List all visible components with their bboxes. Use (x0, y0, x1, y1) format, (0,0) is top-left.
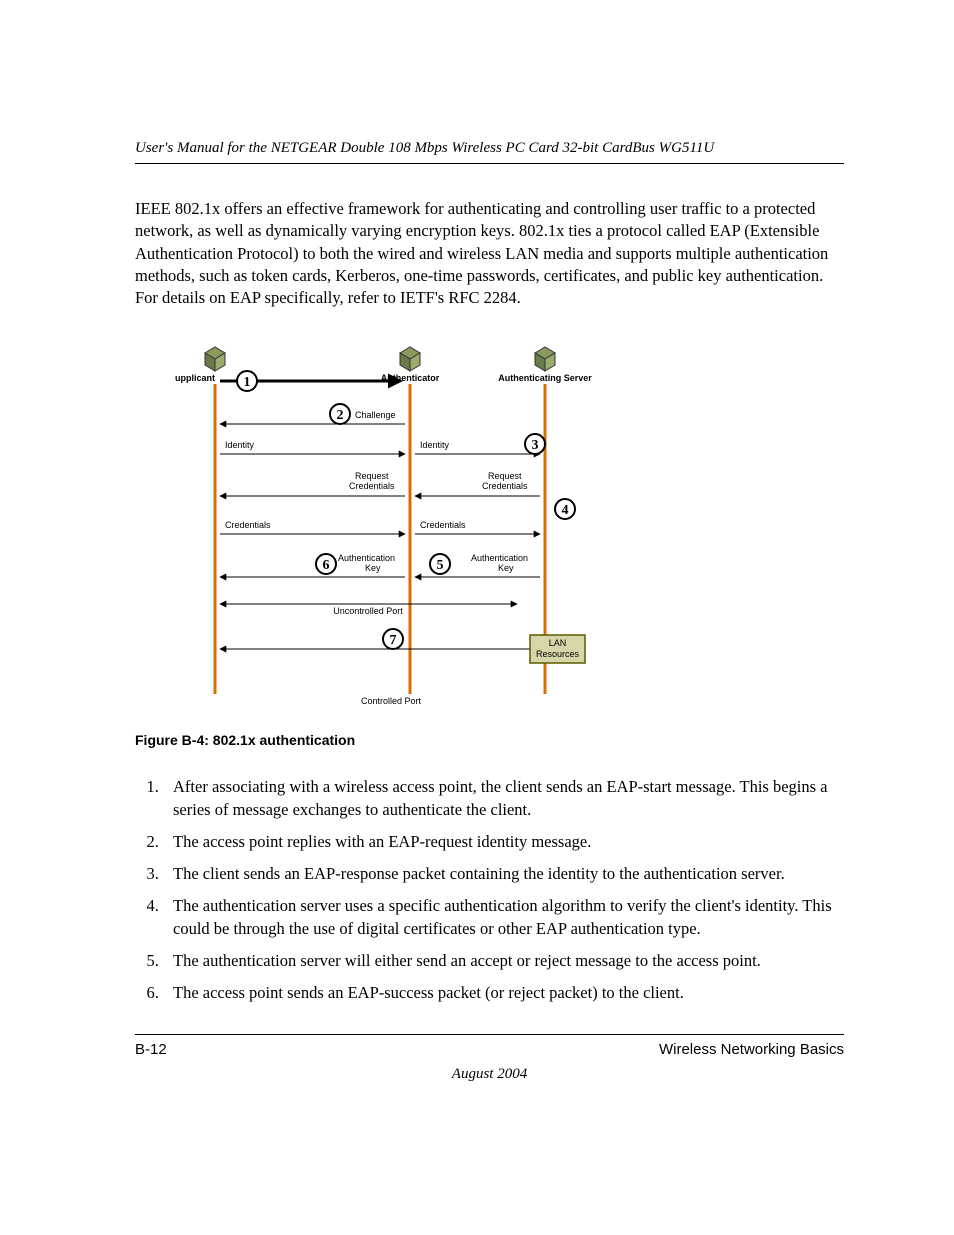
svg-text:Credentials: Credentials (225, 520, 271, 530)
list-item: After associating with a wireless access… (163, 776, 844, 821)
list-item: The access point sends an EAP-success pa… (163, 982, 844, 1004)
svg-text:6: 6 (323, 558, 330, 573)
svg-text:Credentials: Credentials (420, 520, 466, 530)
list-item: The access point replies with an EAP-req… (163, 831, 844, 853)
svg-text:Resources: Resources (536, 649, 580, 659)
svg-text:LAN: LAN (549, 638, 567, 648)
svg-text:Authentication: Authentication (471, 553, 528, 563)
svg-text:Key: Key (365, 563, 381, 573)
svg-text:Request: Request (355, 471, 389, 481)
svg-text:Credentials: Credentials (482, 481, 528, 491)
page-footer: B-12 Wireless Networking Basics (135, 1034, 844, 1058)
svg-text:5: 5 (437, 558, 444, 573)
svg-text:2: 2 (337, 408, 344, 423)
svg-text:Authenticating Server: Authenticating Server (498, 373, 592, 383)
list-item: The authentication server will either se… (163, 950, 844, 972)
auth-sequence-diagram: SupplicantAuthenticatorAuthenticating Se… (175, 339, 615, 709)
list-item: The client sends an EAP-response packet … (163, 863, 844, 885)
svg-text:Key: Key (498, 563, 514, 573)
svg-text:Challenge: Challenge (355, 410, 396, 420)
document-page: User's Manual for the NETGEAR Double 108… (0, 0, 954, 1143)
svg-text:Request: Request (488, 471, 522, 481)
footer-page-number: B-12 (135, 1041, 167, 1058)
list-item: The authentication server uses a specifi… (163, 895, 844, 940)
svg-text:Supplicant: Supplicant (175, 373, 215, 383)
svg-text:1: 1 (244, 375, 251, 390)
svg-text:Credentials: Credentials (349, 481, 395, 491)
svg-text:Identity: Identity (420, 440, 450, 450)
svg-text:Identity: Identity (225, 440, 255, 450)
footer-section-title: Wireless Networking Basics (659, 1041, 844, 1058)
intro-paragraph: IEEE 802.1x offers an effective framewor… (135, 198, 844, 309)
running-header: User's Manual for the NETGEAR Double 108… (135, 140, 844, 164)
svg-text:Controlled Port: Controlled Port (361, 696, 422, 706)
svg-text:4: 4 (562, 503, 569, 518)
svg-text:3: 3 (532, 438, 539, 453)
figure-caption: Figure B-4: 802.1x authentication (135, 732, 844, 748)
figure-diagram: SupplicantAuthenticatorAuthenticating Se… (175, 339, 844, 714)
svg-text:Authentication: Authentication (338, 553, 395, 563)
steps-list: After associating with a wireless access… (135, 776, 844, 1004)
svg-text:7: 7 (390, 633, 397, 648)
footer-date: August 2004 (135, 1066, 844, 1083)
svg-text:Uncontrolled Port: Uncontrolled Port (333, 606, 403, 616)
